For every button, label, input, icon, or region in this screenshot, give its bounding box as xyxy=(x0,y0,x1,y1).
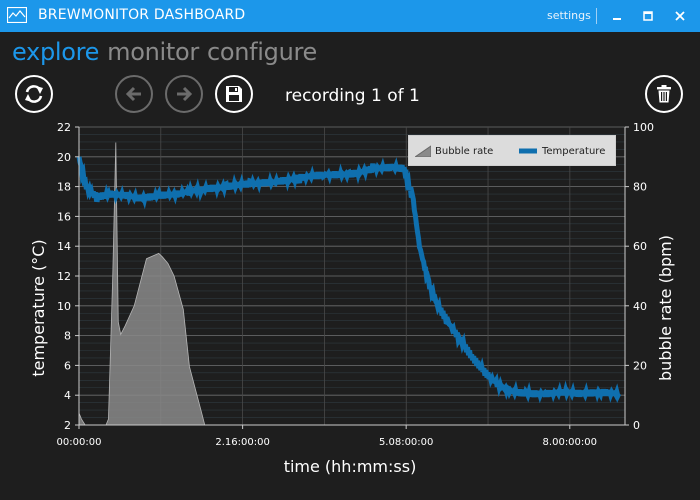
x-axis-label: time (hh:mm:ss) xyxy=(284,457,417,476)
left-tick-label: 6 xyxy=(64,359,71,372)
right-axis-label: bubble rate (bpm) xyxy=(656,235,675,381)
right-tick-label: 80 xyxy=(633,181,647,194)
chart-legend: Bubble rate Temperature xyxy=(408,135,616,166)
left-tick-label: 18 xyxy=(57,181,71,194)
title-bar: BREWMONITOR DASHBOARD settings xyxy=(0,0,700,32)
arrow-left-icon xyxy=(125,86,141,102)
minimize-icon xyxy=(613,18,621,20)
legend-item-bubble-rate: Bubble rate xyxy=(415,145,493,157)
right-tick-label: 100 xyxy=(633,121,654,134)
settings-link[interactable]: settings xyxy=(547,9,591,22)
tab-explore[interactable]: explore xyxy=(12,38,100,66)
back-button[interactable] xyxy=(115,75,153,113)
right-tick-label: 0 xyxy=(633,419,640,432)
x-tick-label: 5.08:00:00 xyxy=(379,437,433,448)
app-chart-icon xyxy=(7,7,27,23)
trash-icon xyxy=(657,85,671,103)
x-tick-label: 8.00:00:00 xyxy=(543,437,597,448)
refresh-icon xyxy=(25,85,43,103)
left-tick-label: 16 xyxy=(57,210,71,223)
tab-configure[interactable]: configure xyxy=(206,38,318,66)
left-tick-label: 12 xyxy=(57,270,71,283)
x-axis-ticks: 00:00:00 2.16:00:00 5.08:00:00 8.00:00:00 xyxy=(57,425,597,448)
x-tick-label: 2.16:00:00 xyxy=(215,437,269,448)
left-tick-label: 20 xyxy=(57,151,71,164)
temperature-line xyxy=(76,156,622,404)
temperature-swatch-icon xyxy=(519,148,537,154)
save-button[interactable] xyxy=(215,75,253,113)
left-tick-label: 8 xyxy=(64,330,71,343)
x-tick-label: 00:00:00 xyxy=(57,437,102,448)
legend-item-temperature: Temperature xyxy=(519,145,605,157)
left-axis-label: temperature (°C) xyxy=(29,239,48,376)
arrow-right-icon xyxy=(177,86,193,102)
left-tick-label: 10 xyxy=(57,300,71,313)
titlebar-separator xyxy=(596,8,597,24)
bubble-rate-swatch-icon xyxy=(415,145,431,157)
maximize-button[interactable] xyxy=(637,6,659,26)
right-tick-label: 40 xyxy=(633,300,647,313)
maximize-icon xyxy=(643,11,653,21)
save-icon xyxy=(226,86,242,102)
close-button[interactable] xyxy=(669,6,691,26)
minimize-button[interactable] xyxy=(606,6,628,26)
left-tick-label: 22 xyxy=(57,121,71,134)
left-tick-label: 14 xyxy=(57,240,71,253)
close-icon xyxy=(675,11,685,21)
left-tick-label: 4 xyxy=(64,389,71,402)
main-nav: explore monitor configure xyxy=(12,38,325,66)
refresh-button[interactable] xyxy=(15,75,53,113)
legend-label-temperature: Temperature xyxy=(542,145,606,157)
right-axis-ticks: 0 20 40 60 80 100 xyxy=(625,121,654,432)
window-title: BREWMONITOR DASHBOARD xyxy=(38,7,246,23)
left-tick-label: 2 xyxy=(64,419,71,432)
tab-monitor[interactable]: monitor xyxy=(107,38,199,66)
left-axis-ticks: 2 4 6 8 10 12 14 16 18 20 22 xyxy=(57,121,79,432)
right-tick-label: 20 xyxy=(633,359,647,372)
right-tick-label: 60 xyxy=(633,240,647,253)
temperature-series xyxy=(76,156,622,404)
recording-label: recording 1 of 1 xyxy=(285,86,420,106)
temperature-bubble-chart: 2 4 6 8 10 12 14 16 18 20 22 0 20 40 60 80 100 00:00:00… xyxy=(29,121,675,476)
forward-button[interactable] xyxy=(165,75,203,113)
legend-label-bubble-rate: Bubble rate xyxy=(435,145,494,157)
delete-button[interactable] xyxy=(645,75,683,113)
